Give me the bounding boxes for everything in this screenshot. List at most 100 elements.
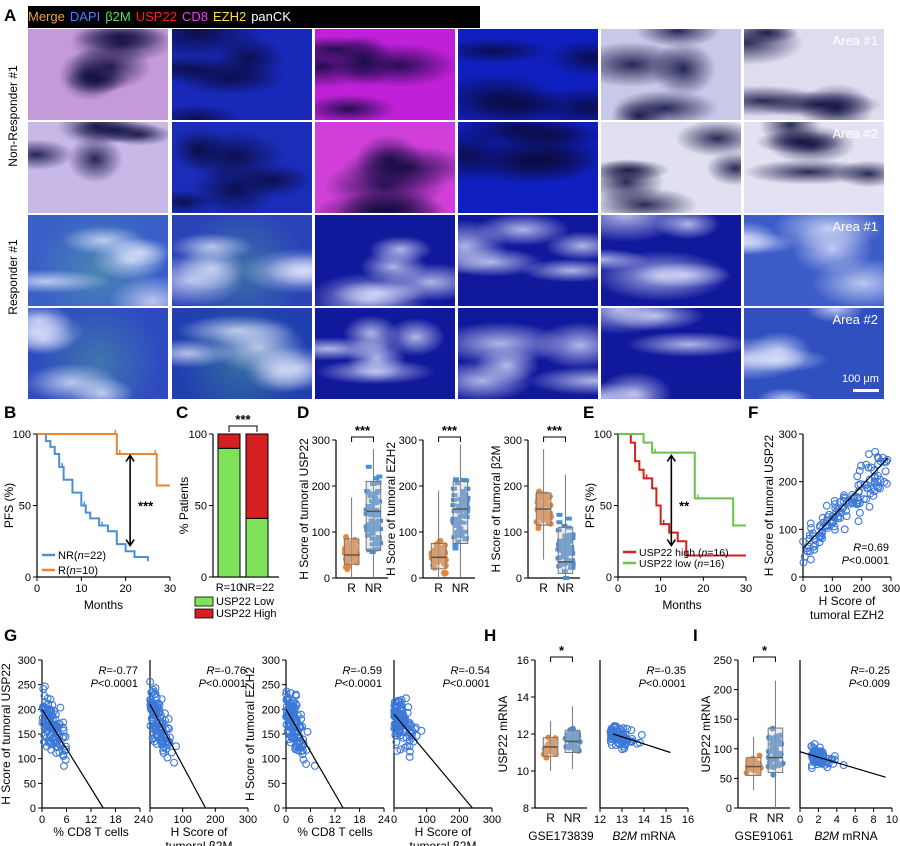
box-d0-point (373, 513, 380, 518)
panel-label-h: H (484, 626, 497, 645)
legend-ezh2: EZH2 (212, 9, 247, 24)
panel-label-b: B (4, 403, 17, 422)
scatter-f-xlabel: H Score of (819, 594, 876, 608)
box-d1-category-label: R (434, 581, 443, 595)
scatter-f-point (855, 508, 864, 517)
stat-symbol: P (842, 555, 850, 567)
panel-h-scatter-point (633, 739, 642, 748)
scatter-g0-x-tick-label: 12 (85, 814, 97, 826)
bar-c-segment (217, 447, 241, 578)
box-d1-point (463, 478, 470, 483)
scatter-g2-y-tick-label: 50 (268, 778, 280, 790)
panel-i-xlabel: B2M mRNA (814, 829, 877, 843)
box-d0-point (363, 511, 370, 516)
scatter-f-point (817, 531, 826, 540)
box-d2-point (564, 548, 571, 553)
panel-i-fit-line (799, 751, 886, 778)
box-d1-point (456, 503, 463, 508)
stat-symbol: R (99, 665, 107, 677)
panel-h-scatter-point (614, 734, 623, 743)
bar-c-y-tick-label: 50 (195, 501, 207, 513)
box-d1-ylabel: H Score of tumoral EZH2 (384, 442, 398, 576)
box-d2-point (569, 558, 576, 563)
panel-i-box-point (754, 769, 761, 776)
box-d0-y-tick-label: 0 (324, 573, 330, 585)
stat-symbol: P (443, 678, 451, 690)
box-d2-point (565, 516, 572, 521)
scatter-f-point (853, 500, 861, 509)
micrograph-tile (601, 29, 741, 120)
scatter-g0-x-tick-label: 0 (39, 814, 45, 826)
panel-i-scatter-point (807, 764, 816, 773)
micrograph-tile (28, 122, 168, 213)
box-d2-point (564, 544, 571, 549)
stat-value: <0.009 (856, 678, 890, 690)
km-e-y-tick-label: 100 (594, 429, 612, 441)
panel-h-scatter-point (637, 731, 646, 739)
bar-c-bracket (228, 425, 258, 432)
box-d2-point (558, 555, 565, 560)
box-d0-point (373, 520, 380, 525)
km-e-x-tick-label: 20 (697, 583, 709, 595)
scatter-g2-fit-line (285, 709, 344, 809)
box-d0-point (367, 494, 374, 499)
micrograph-tile (458, 215, 598, 306)
scatter-g2-x-tick-label: 0 (283, 814, 289, 826)
km-b-significance: *** (138, 499, 154, 514)
scatter-f-xlabel: tumoral EZH2 (810, 608, 884, 622)
stat-value: <0.0001 (342, 678, 382, 690)
scatter-g2-point (294, 727, 302, 736)
scatter-f-point (810, 545, 819, 554)
scatter-g0-point (44, 716, 53, 725)
micrograph-tile: Area #2 (744, 308, 884, 399)
stat-symbol: P (849, 678, 857, 690)
panel-h-box-category-label: R (546, 811, 555, 825)
box-d1-point (455, 539, 462, 544)
stat-value: <0.0001 (450, 678, 490, 690)
panel-h-box-y-tick-label: 14 (517, 692, 529, 704)
scatter-g0-point (59, 752, 68, 760)
scatter-g2-x-tick-label: 12 (329, 814, 341, 826)
box-d0-point (365, 464, 372, 469)
box-d0-point (364, 528, 371, 533)
scatter-g3-point (405, 752, 414, 761)
scatter-g0-stat: P<0.0001 (91, 678, 138, 690)
scatter-f-point (807, 524, 816, 532)
panel-h-box-y-tick-label: 12 (517, 729, 529, 741)
box-d0-point (376, 474, 383, 479)
box-d0-point (351, 547, 358, 554)
box-d2-point (556, 512, 563, 517)
panel-i-box-category-label: R (749, 811, 758, 825)
scatter-f-point (815, 533, 824, 542)
box-d1-point (459, 500, 466, 505)
scatter-g0-point (39, 705, 48, 714)
scatter-g0-stat: R=-0.77 (99, 665, 138, 677)
scatter-g2-point (290, 718, 298, 727)
scatter-g0-ylabel: H Score of tumoral USP22 (0, 663, 13, 805)
panel-i-scatter-x-tick-label: 6 (852, 814, 858, 826)
scatter-f-x-tick-label: 300 (882, 583, 900, 595)
box-d1-box (430, 543, 447, 570)
stat-symbol: R (343, 665, 351, 677)
panel-i-scatter-point (814, 753, 823, 762)
scatter-f-point (857, 461, 865, 470)
stat-symbol: R (451, 665, 459, 677)
scatter-f-y-tick-label: 100 (779, 524, 797, 536)
box-d2-y-tick-label: 0 (516, 573, 522, 585)
box-d1-point (458, 529, 465, 534)
scatter-g1-stat: R=-0.76 (207, 665, 246, 677)
panel-i-box-y-tick-label: 150 (714, 714, 732, 726)
panel-h-box-point (564, 731, 571, 738)
legend-text: n (701, 547, 707, 559)
box-d0-point (371, 547, 378, 552)
panel-h-scatter-point (607, 741, 616, 750)
scatter-g0-point (59, 723, 68, 732)
box-d1-bracket (438, 436, 461, 442)
bar-c-y-tick-label: 0 (201, 572, 207, 584)
scatter-g2-point (297, 710, 305, 719)
scatter-g0-point (53, 738, 61, 747)
scatter-f-point (860, 480, 869, 489)
box-d0-point (369, 531, 376, 536)
bar-c-legend-swatch (194, 596, 214, 607)
box-d2-category-label: NR (557, 581, 575, 595)
